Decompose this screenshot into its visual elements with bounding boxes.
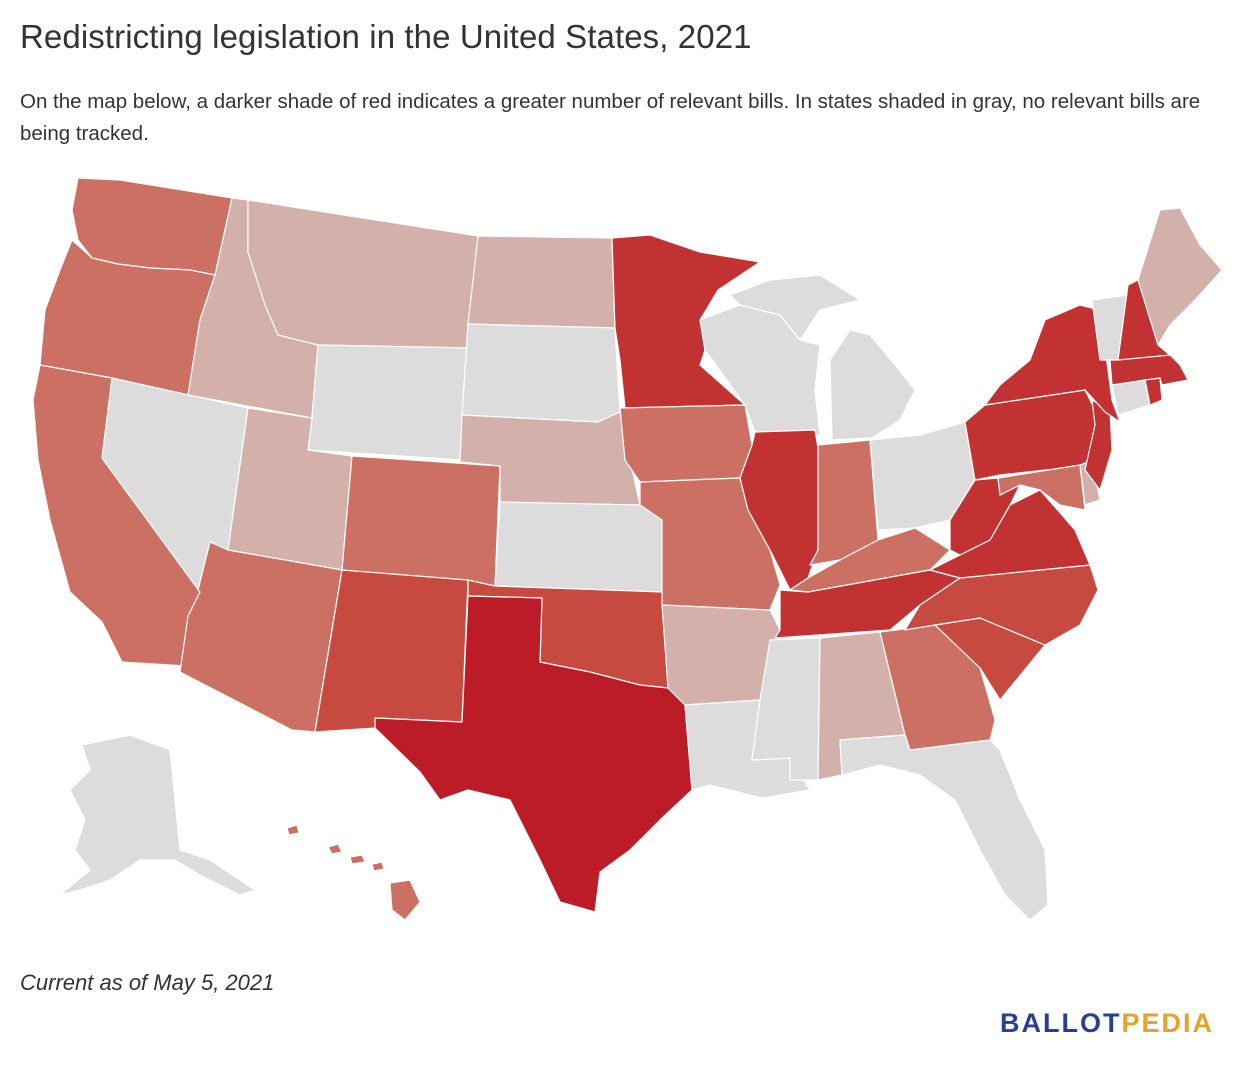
state-colorado[interactable] (341, 455, 501, 587)
state-north-dakota[interactable] (467, 235, 616, 329)
state-iowa[interactable] (619, 404, 753, 483)
state-montana[interactable] (247, 199, 479, 349)
state-hawaii[interactable] (286, 824, 421, 921)
map-subtitle: On the map below, a darker shade of red … (20, 90, 1201, 145)
state-wyoming[interactable] (307, 344, 469, 461)
state-alaska[interactable] (59, 734, 256, 896)
state-kansas[interactable] (494, 501, 663, 593)
state-south-dakota[interactable] (461, 323, 621, 423)
date-note: Current as of May 5, 2021 (20, 970, 275, 995)
us-map (0, 160, 1240, 960)
state-texas[interactable] (374, 595, 693, 913)
state-maine[interactable] (1137, 207, 1223, 346)
state-massachusetts[interactable] (1109, 354, 1189, 386)
map-title: Redistricting legislation in the United … (20, 18, 752, 55)
logo-part-pedia: PEDIA (1121, 1008, 1214, 1038)
state-new-mexico[interactable] (314, 569, 469, 733)
state-michigan[interactable] (729, 274, 916, 441)
ballotpedia-logo: BALLOTPEDIA (1000, 1008, 1214, 1039)
state-west-virginia[interactable] (949, 477, 1021, 556)
state-arizona[interactable] (179, 541, 343, 733)
logo-part-ballot: BALLOT (999, 1008, 1122, 1038)
state-connecticut[interactable] (1111, 379, 1151, 416)
state-new-hampshire[interactable] (1117, 279, 1171, 361)
state-florida[interactable] (839, 734, 1049, 921)
